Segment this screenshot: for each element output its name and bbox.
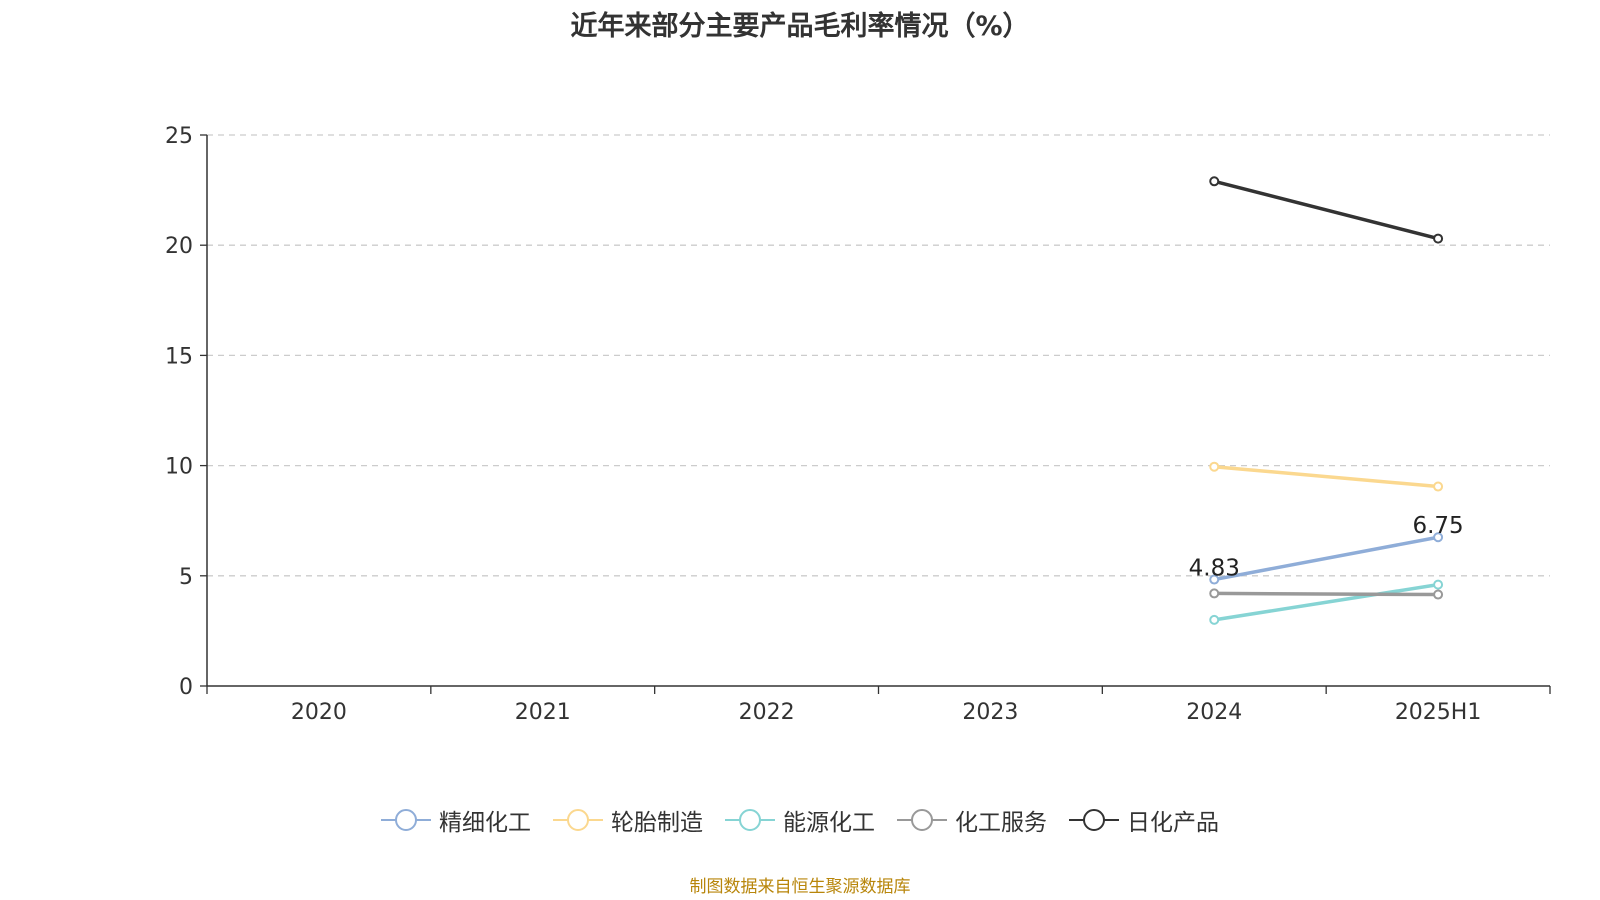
data-point bbox=[1433, 481, 1444, 492]
legend-item[interactable]: 能源化工 bbox=[725, 803, 875, 837]
legend-label: 日化产品 bbox=[1127, 810, 1219, 836]
legend-circle bbox=[1083, 809, 1105, 831]
legend: 精细化工 轮胎制造 能源化工 化工服务 日化产品 bbox=[0, 800, 1600, 840]
data-point bbox=[1209, 588, 1220, 599]
legend-circle bbox=[911, 809, 933, 831]
data-point bbox=[1209, 574, 1220, 585]
legend-marker-icon bbox=[1069, 809, 1119, 831]
legend-circle bbox=[395, 809, 417, 831]
data-point bbox=[1433, 579, 1444, 590]
data-label: 6.75 bbox=[1412, 513, 1463, 539]
series-line-3 bbox=[1213, 582, 1439, 622]
y-tick-label: 10 bbox=[165, 455, 193, 480]
x-tick-label: 2020 bbox=[291, 700, 347, 725]
y-tick-label: 15 bbox=[165, 344, 193, 369]
series-line-5 bbox=[1213, 179, 1439, 241]
legend-marker-icon bbox=[725, 809, 775, 831]
y-tick-label: 5 bbox=[179, 565, 193, 590]
legend-label: 能源化工 bbox=[783, 810, 875, 836]
legend-marker-icon bbox=[381, 809, 431, 831]
data-point bbox=[1209, 176, 1220, 187]
legend-marker-icon bbox=[553, 809, 603, 831]
series-line-1 bbox=[1213, 535, 1439, 582]
legend-circle bbox=[567, 809, 589, 831]
series-line-2 bbox=[1214, 464, 1439, 489]
data-point bbox=[1433, 233, 1444, 244]
legend-label: 化工服务 bbox=[955, 810, 1047, 836]
data-point bbox=[1433, 532, 1444, 543]
data-point bbox=[1433, 589, 1444, 600]
data-point bbox=[1209, 614, 1220, 625]
y-tick-label: 25 bbox=[165, 124, 193, 149]
x-tick-label: 2022 bbox=[739, 700, 795, 725]
legend-item[interactable]: 化工服务 bbox=[897, 803, 1047, 837]
y-tick-label: 20 bbox=[165, 234, 193, 259]
legend-item[interactable]: 轮胎制造 bbox=[553, 803, 703, 837]
legend-label: 精细化工 bbox=[439, 810, 531, 836]
series-line-4 bbox=[1214, 591, 1439, 597]
source-note: 制图数据来自恒生聚源数据库 bbox=[689, 877, 911, 897]
x-tick-label: 2023 bbox=[962, 700, 1018, 725]
legend-item[interactable]: 日化产品 bbox=[1069, 803, 1219, 837]
x-tick-label: 2024 bbox=[1186, 700, 1242, 725]
data-point bbox=[1209, 461, 1220, 472]
legend-item[interactable]: 精细化工 bbox=[381, 803, 531, 837]
chart-title: 近年来部分主要产品毛利率情况（%） bbox=[570, 11, 1030, 42]
data-label: 4.83 bbox=[1189, 556, 1240, 582]
x-tick-label: 2021 bbox=[515, 700, 571, 725]
legend-label: 轮胎制造 bbox=[611, 810, 703, 836]
legend-marker-icon bbox=[897, 809, 947, 831]
y-tick-label: 0 bbox=[179, 675, 193, 700]
x-tick-label: 2025H1 bbox=[1395, 700, 1482, 725]
legend-circle bbox=[739, 809, 761, 831]
